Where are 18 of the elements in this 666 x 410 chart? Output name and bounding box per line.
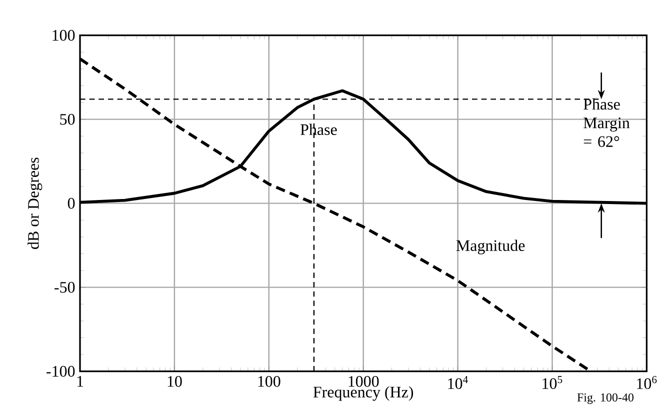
- x-tick-label: 1: [77, 376, 84, 387]
- y-tick-label: -100: [46, 366, 75, 377]
- series-label: Magnitude: [456, 240, 525, 254]
- x-tick-label: 10: [168, 376, 182, 387]
- x-axis-title: Frequency (Hz): [313, 386, 414, 401]
- x-tick-label: 100: [258, 376, 280, 387]
- y-tick-label: 50: [60, 114, 75, 125]
- series-label: Phase: [300, 124, 337, 136]
- x-tick-label: 10$^{4}$: [448, 376, 468, 390]
- y-axis-title: dB or Degrees: [28, 158, 42, 249]
- y-tick-label: 0: [68, 198, 75, 209]
- x-tick-label: 10$^{6}$: [637, 376, 657, 390]
- x-tick-label: 1000: [348, 376, 379, 387]
- x-tick-label: 10$^{5}$: [542, 376, 562, 389]
- y-tick-label: -50: [54, 282, 75, 293]
- annotation: Phase Margin = 62°: [584, 98, 630, 147]
- caption: Fig. 100-40: [577, 393, 634, 404]
- y-tick-label: 100: [52, 30, 75, 41]
